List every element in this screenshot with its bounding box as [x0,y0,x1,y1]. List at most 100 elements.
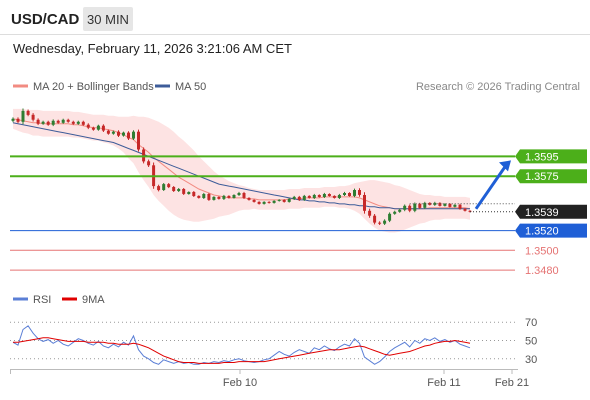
candle-body [227,195,231,198]
level-label: 1.3575 [525,171,559,183]
candle-body [358,190,361,195]
candle-body [443,203,447,206]
chart-datetime: Wednesday, February 11, 2026 3:21:06 AM … [13,41,292,56]
candle-body [197,195,201,198]
rsi-tick-label: 70 [525,317,537,329]
candle-body [368,210,372,216]
candle-body [217,196,221,199]
candle-body [322,194,326,197]
candle-body [11,118,15,121]
rsi-tick-label: 30 [525,354,537,366]
forecast-arrow-shaft [474,164,508,210]
candle-body [122,132,125,136]
candle-body [31,114,35,120]
timeframe-button[interactable]: 30 MIN [83,7,133,31]
rsi-line [12,325,471,365]
candle-body [56,120,60,123]
level-label: 1.3480 [525,265,559,277]
candle-body [287,198,291,202]
candle-body [132,131,135,139]
candle-body [327,194,331,196]
chart-header: USD/CAD 30 MIN [0,0,590,36]
price-plot [11,108,472,233]
candle-body [423,202,427,208]
level-label: 1.3595 [525,151,559,163]
candle-body [343,193,346,195]
candle-body [337,195,341,198]
candle-body [46,121,50,125]
candle-body [353,190,356,196]
candle-body [26,110,30,115]
candle-body [237,193,241,195]
candle-body [66,119,70,122]
candle-body [383,220,387,224]
rsi-ma-legend-label: 9MA [82,294,105,306]
candle-body [137,131,140,150]
ma50-line [12,122,470,210]
candle-body [172,187,176,191]
candle-body [106,130,110,134]
candle-body [463,208,467,211]
candle-body [408,205,412,211]
copyright-text: Research © 2026 Trading Central [416,81,580,93]
candle-body [177,189,181,191]
candle-body [247,197,251,200]
ma50-legend-label: MA 50 [175,81,206,93]
candle-body [262,201,266,204]
candle-body [428,202,432,205]
forecast-arrow-head [499,160,511,172]
candle-body [393,211,397,214]
rsi-plot: 70 50 30 [10,317,537,366]
level-label: 1.3520 [525,226,559,238]
candle-body [252,199,256,202]
candle-body [51,120,55,125]
candle-body [242,193,246,198]
candle-body [398,209,402,212]
candle-body [101,125,105,131]
time-axis-labels: Feb 10 Feb 11 Feb 21 [10,369,529,389]
candle-body [16,118,20,122]
candle-body [187,192,191,194]
candle-body [91,127,95,130]
candle-body [448,203,452,207]
candle-body [41,121,45,124]
candle-body [232,195,236,198]
candle-body [373,215,377,223]
candle-body [36,119,40,124]
current-price-tag [515,204,587,219]
candle-body [282,199,286,202]
rsi-tick-label: 50 [525,336,537,348]
candle-body [71,121,75,124]
rsi-ma-line [13,337,471,364]
candle-body [267,201,271,203]
time-tick-label: Feb 11 [427,377,460,389]
candle-body [458,204,462,209]
candle-body [76,121,80,124]
candle-body [61,119,65,123]
candle-body [317,195,321,197]
bollinger-band-area [13,108,470,233]
candle-body [438,202,442,206]
current-price-label: 1.3539 [525,207,559,219]
level-tag [515,223,587,238]
candle-body [147,161,151,166]
candle-body [297,196,301,200]
candle-body [81,121,85,125]
candle-body [96,125,100,130]
candle-body [111,131,115,134]
candle-body [312,195,316,198]
candle-body [21,110,25,122]
candle-body [212,196,216,200]
candle-body [453,204,457,207]
candle-body [127,132,130,139]
candle-body [117,131,120,136]
candle-body [202,194,206,198]
bollinger-legend-label: MA 20 + Bollinger Bands [33,81,154,93]
candle-body [182,189,186,194]
candle-body [433,202,437,205]
time-tick-label: Feb 10 [223,377,257,389]
candle-body [307,195,311,198]
time-tick-label: Feb 21 [495,377,529,389]
candle-body [292,196,296,199]
candle-body [157,186,161,191]
